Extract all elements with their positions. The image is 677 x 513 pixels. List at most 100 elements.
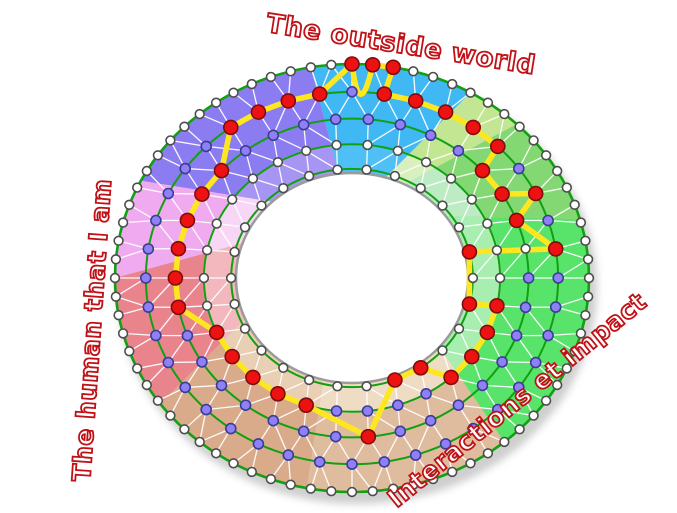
node-r4-2[interactable]: [455, 223, 464, 232]
node-r0-17[interactable]: [366, 58, 380, 72]
node-r0-8[interactable]: [529, 136, 538, 145]
node-r0-11[interactable]: [484, 98, 493, 107]
node-r4-10[interactable]: [257, 201, 266, 210]
node-r4-7[interactable]: [333, 165, 342, 174]
node-r3-7[interactable]: [363, 141, 372, 150]
node-r0-61[interactable]: [484, 449, 493, 458]
node-r1-25[interactable]: [201, 405, 211, 415]
node-r1-2[interactable]: [543, 216, 553, 226]
node-r2-10[interactable]: [299, 120, 309, 130]
node-r0-70[interactable]: [581, 311, 590, 320]
node-r2-9[interactable]: [331, 114, 341, 124]
node-r3-18[interactable]: [225, 350, 239, 364]
node-r0-38[interactable]: [114, 311, 123, 320]
node-r1-24[interactable]: [180, 382, 190, 392]
node-r0-22[interactable]: [267, 73, 276, 82]
node-r1-9[interactable]: [377, 87, 391, 101]
node-r1-18[interactable]: [151, 216, 161, 226]
node-r0-9[interactable]: [515, 122, 524, 131]
node-r2-13[interactable]: [215, 164, 229, 178]
node-r4-4[interactable]: [416, 184, 425, 193]
node-r0-35[interactable]: [112, 255, 121, 264]
node-r2-29[interactable]: [453, 400, 463, 410]
node-r1-4[interactable]: [514, 164, 524, 174]
node-r1-16[interactable]: [180, 164, 190, 174]
node-r0-63[interactable]: [515, 425, 524, 434]
node-r2-33[interactable]: [521, 302, 531, 312]
node-r2-11[interactable]: [268, 130, 278, 140]
node-r3-5[interactable]: [422, 158, 431, 167]
node-r2-20[interactable]: [197, 357, 207, 367]
node-r2-7[interactable]: [395, 120, 405, 130]
node-r0-24[interactable]: [229, 88, 238, 97]
node-r2-8[interactable]: [363, 114, 373, 124]
node-r0-6[interactable]: [553, 167, 562, 176]
node-r3-27[interactable]: [465, 350, 479, 364]
node-r2-31[interactable]: [497, 357, 507, 367]
node-r0-47[interactable]: [212, 449, 221, 458]
node-r0-51[interactable]: [286, 480, 295, 489]
node-r0-2[interactable]: [581, 236, 590, 245]
node-r0-37[interactable]: [112, 292, 121, 301]
node-r0-10[interactable]: [500, 110, 509, 119]
node-r4-18[interactable]: [305, 376, 314, 385]
node-r4-8[interactable]: [305, 172, 314, 181]
node-r0-42[interactable]: [142, 381, 151, 390]
node-r1-23[interactable]: [163, 358, 173, 368]
node-r0-60[interactable]: [466, 459, 475, 468]
node-r0-41[interactable]: [133, 364, 142, 373]
node-r3-14[interactable]: [203, 246, 212, 255]
node-r0-29[interactable]: [154, 151, 163, 160]
node-r1-20[interactable]: [141, 273, 151, 283]
node-r0-32[interactable]: [125, 200, 134, 209]
node-r2-16[interactable]: [171, 242, 185, 256]
node-r1-11[interactable]: [313, 87, 327, 101]
node-r0-52[interactable]: [306, 484, 315, 493]
node-r4-23[interactable]: [438, 346, 447, 355]
node-r1-22[interactable]: [151, 331, 161, 341]
node-r2-15[interactable]: [180, 213, 194, 227]
node-r1-6[interactable]: [466, 120, 480, 134]
node-r3-15[interactable]: [200, 274, 209, 283]
node-r2-1[interactable]: [521, 244, 530, 253]
node-r0-19[interactable]: [327, 60, 336, 69]
node-r1-15[interactable]: [201, 141, 211, 151]
node-r4-17[interactable]: [279, 363, 288, 372]
node-r3-26[interactable]: [444, 370, 458, 384]
node-r2-21[interactable]: [217, 380, 227, 390]
node-r2-18[interactable]: [171, 300, 185, 314]
node-r4-12[interactable]: [230, 248, 239, 257]
node-r3-16[interactable]: [203, 301, 212, 310]
node-r4-0[interactable]: [469, 274, 478, 283]
node-r4-11[interactable]: [241, 223, 250, 232]
node-r1-26[interactable]: [226, 424, 236, 434]
node-r3-25[interactable]: [421, 389, 431, 399]
node-r2-30[interactable]: [478, 380, 488, 390]
node-r3-0[interactable]: [496, 274, 505, 283]
node-r0-40[interactable]: [125, 347, 134, 356]
node-r1-1[interactable]: [549, 242, 563, 256]
node-r1-17[interactable]: [163, 189, 173, 199]
node-r1-19[interactable]: [143, 244, 153, 254]
node-r2-0[interactable]: [524, 273, 534, 283]
node-r3-13[interactable]: [212, 219, 221, 228]
node-r0-34[interactable]: [114, 236, 123, 245]
node-r0-36[interactable]: [111, 274, 120, 283]
node-r1-32[interactable]: [411, 450, 421, 460]
node-r0-4[interactable]: [570, 200, 579, 209]
node-r0-53[interactable]: [327, 487, 336, 496]
node-r3-19[interactable]: [246, 370, 260, 384]
node-r0-43[interactable]: [154, 396, 163, 405]
node-r2-5[interactable]: [453, 146, 463, 156]
node-r3-2[interactable]: [483, 219, 492, 228]
node-r0-46[interactable]: [195, 438, 204, 447]
node-r4-13[interactable]: [227, 274, 236, 283]
node-r0-49[interactable]: [247, 468, 256, 477]
node-r4-22[interactable]: [414, 361, 428, 375]
node-r0-7[interactable]: [542, 151, 551, 160]
node-r3-8[interactable]: [332, 141, 341, 150]
node-r0-18[interactable]: [345, 57, 359, 71]
node-r2-14[interactable]: [195, 187, 209, 201]
node-r1-38[interactable]: [543, 331, 553, 341]
node-r1-12[interactable]: [281, 94, 295, 108]
